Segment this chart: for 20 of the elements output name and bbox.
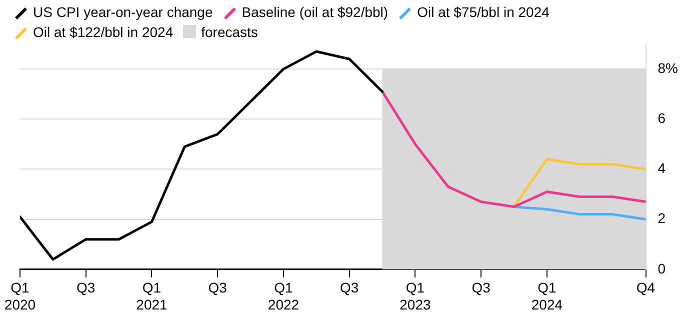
x-tick-label: Q3 <box>208 280 228 296</box>
x-tick-label: Q1 2020 <box>4 280 36 312</box>
y-tick-label: 2 <box>658 210 666 226</box>
y-tick-label: 8% <box>658 60 678 76</box>
y-tick-label: 6 <box>658 110 666 126</box>
x-tick-label: Q3 <box>340 280 359 296</box>
x-tick-label: Q3 <box>76 280 96 296</box>
legend-label: Baseline (oil at $92/bbl) <box>240 3 388 22</box>
legend-label: forecasts <box>200 23 258 42</box>
legend-label: Oil at $75/bbl in 2024 <box>416 3 550 22</box>
x-tick-label: Q1 2024 <box>531 280 563 312</box>
x-tick-label: Q1 2023 <box>400 280 431 312</box>
x-tick-label: Q1 2021 <box>136 280 168 312</box>
x-tick-label: Q3 <box>472 280 491 296</box>
legend-label: Oil at $122/bbl in 2024 <box>32 23 174 42</box>
x-tick-label: Q4 <box>636 280 656 296</box>
x-tick-label: Q1 2022 <box>268 280 300 312</box>
y-tick-label: 0 <box>658 260 666 276</box>
y-tick-label: 4 <box>658 160 666 176</box>
legend-label: US CPI year-on-year change <box>32 3 213 22</box>
